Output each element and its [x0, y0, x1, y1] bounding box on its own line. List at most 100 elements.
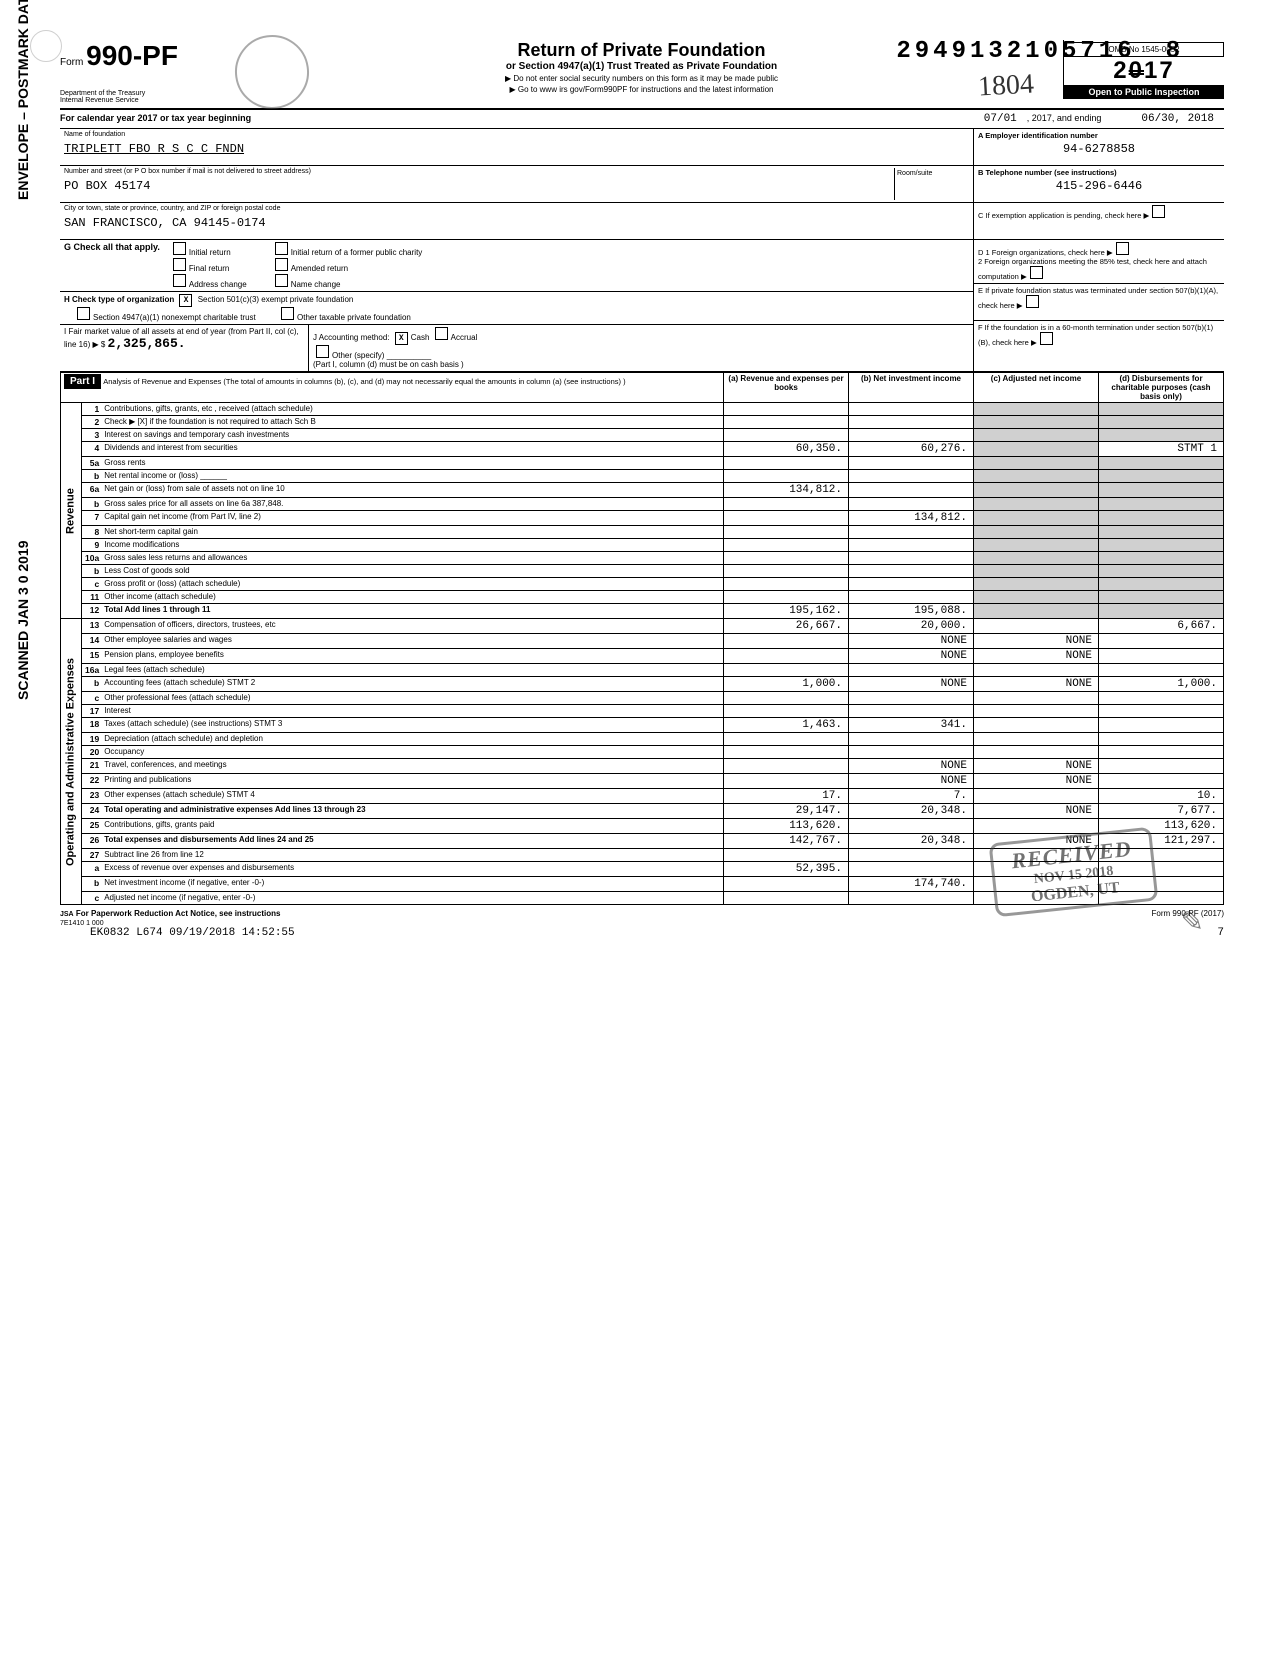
amount-cell: [1099, 746, 1224, 759]
amount-cell: [849, 862, 974, 877]
handwritten-note: 1804: [977, 69, 1035, 104]
row-ij: I Fair market value of all assets at end…: [60, 325, 973, 371]
amount-cell: 7,677.: [1099, 804, 1224, 819]
j-note: (Part I, column (d) must be on cash basi…: [313, 360, 464, 369]
amount-cell: [724, 591, 849, 604]
line-number: 4: [82, 442, 102, 457]
amount-cell: [849, 819, 974, 834]
col-a-header: (a) Revenue and expenses per books: [724, 373, 849, 403]
amount-cell: 20,348.: [849, 834, 974, 849]
g-opt-former: Initial return of a former public charit…: [272, 242, 423, 257]
amount-cell: [1099, 457, 1224, 470]
line-description: Other income (attach schedule): [101, 591, 723, 604]
amount-cell: 1,000.: [724, 677, 849, 692]
amount-cell: [974, 403, 1099, 416]
line-description: Compensation of officers, directors, tru…: [101, 619, 723, 634]
page-footer: JSA For Paperwork Reduction Act Notice, …: [60, 909, 1224, 939]
amount-cell: 20,348.: [849, 804, 974, 819]
line-number: b: [82, 877, 102, 892]
j-cash: Cash: [411, 333, 430, 342]
amount-cell: [1099, 416, 1224, 429]
h-opt1: Section 501(c)(3) exempt private foundat…: [198, 295, 354, 304]
table-row: 8Net short-term capital gain: [61, 526, 1224, 539]
amount-cell: [849, 498, 974, 511]
line-description: Other expenses (attach schedule) STMT 4: [101, 789, 723, 804]
table-row: 6aNet gain or (loss) from sale of assets…: [61, 483, 1224, 498]
line-description: Depreciation (attach schedule) and deple…: [101, 733, 723, 746]
line-number: b: [82, 498, 102, 511]
line-number: 13: [82, 619, 102, 634]
amount-cell: [974, 416, 1099, 429]
amount-cell: 60,276.: [849, 442, 974, 457]
form-id-cell: Form 990-PF Department of the Treasury I…: [60, 40, 220, 104]
amount-cell: 1,463.: [724, 718, 849, 733]
amount-cell: [849, 483, 974, 498]
irs-label: Internal Revenue Service: [60, 97, 210, 104]
line-number: 11: [82, 591, 102, 604]
amount-cell: [974, 892, 1099, 905]
amount-cell: [1099, 774, 1224, 789]
line-description: Gross profit or (loss) (attach schedule): [101, 578, 723, 591]
line-number: c: [82, 578, 102, 591]
box-a: A Employer identification number 94-6278…: [974, 129, 1224, 166]
amount-cell: [974, 619, 1099, 634]
amount-cell: [724, 526, 849, 539]
j-cash-check: X: [395, 332, 408, 345]
line-number: 25: [82, 819, 102, 834]
amount-cell: [1099, 705, 1224, 718]
line-description: Other employee salaries and wages: [101, 634, 723, 649]
table-row: 3Interest on savings and temporary cash …: [61, 429, 1224, 442]
line-number: b: [82, 565, 102, 578]
amount-cell: [974, 877, 1099, 892]
table-row: 2Check ▶ [X] if the foundation is not re…: [61, 416, 1224, 429]
amount-cell: 20,000.: [849, 619, 974, 634]
a-label: A Employer identification number: [978, 131, 1220, 140]
amount-cell: [724, 578, 849, 591]
amount-cell: [724, 664, 849, 677]
line-number: 1: [82, 403, 102, 416]
line-description: Net rental income or (loss) ______: [101, 470, 723, 483]
g-opt-amended: Amended return: [272, 258, 423, 273]
amount-cell: [849, 664, 974, 677]
expenses-side-label: Operating and Administrative Expenses: [61, 619, 82, 905]
batch-stamp: EK0832 L674 09/19/2018 14:52:55: [90, 927, 295, 939]
amount-cell: 1,000.: [1099, 677, 1224, 692]
amount-cell: [724, 733, 849, 746]
amount-cell: [1099, 526, 1224, 539]
line-number: 14: [82, 634, 102, 649]
row-h: H Check type of organization X Section 5…: [60, 292, 973, 325]
line-description: Less Cost of goods sold: [101, 565, 723, 578]
table-row: Operating and Administrative Expenses13C…: [61, 619, 1224, 634]
line-description: Accounting fees (attach schedule) STMT 2: [101, 677, 723, 692]
table-row: 24Total operating and administrative exp…: [61, 804, 1224, 819]
table-row: bLess Cost of goods sold: [61, 565, 1224, 578]
address-left: Name of foundation TRIPLETT FBO R S C C …: [60, 129, 974, 371]
amount-cell: 142,767.: [724, 834, 849, 849]
amount-cell: NONE: [849, 677, 974, 692]
form-number: Form 990-PF: [60, 40, 210, 72]
row-j: J Accounting method: XCash Accrual Other…: [309, 325, 973, 371]
amount-cell: [1099, 718, 1224, 733]
form-prefix: Form: [60, 57, 83, 68]
name-label: Name of foundation: [64, 131, 969, 138]
revenue-side-label: Revenue: [61, 403, 82, 619]
table-row: 26Total expenses and disbursements Add l…: [61, 834, 1224, 849]
amount-cell: 134,812.: [724, 483, 849, 498]
amount-cell: NONE: [974, 649, 1099, 664]
line-number: 12: [82, 604, 102, 619]
table-row: 12Total Add lines 1 through 11195,162.19…: [61, 604, 1224, 619]
amount-cell: [974, 578, 1099, 591]
line-number: 20: [82, 746, 102, 759]
amount-cell: [1099, 849, 1224, 862]
amount-cell: [849, 416, 974, 429]
box-d: D 1 Foreign organizations, check here ▶ …: [974, 240, 1224, 284]
line-description: Contributions, gifts, grants, etc , rece…: [101, 403, 723, 416]
amount-cell: 195,088.: [849, 604, 974, 619]
table-row: 18Taxes (attach schedule) (see instructi…: [61, 718, 1224, 733]
address-block: Name of foundation TRIPLETT FBO R S C C …: [60, 129, 1224, 372]
amount-cell: [974, 664, 1099, 677]
j-accrual-check: [435, 327, 448, 340]
table-row: bGross sales price for all assets on lin…: [61, 498, 1224, 511]
postmark-vertical: ENVELOPE – POSTMARK DATE NOV 1 3 2018: [15, 0, 31, 200]
amount-cell: [724, 416, 849, 429]
